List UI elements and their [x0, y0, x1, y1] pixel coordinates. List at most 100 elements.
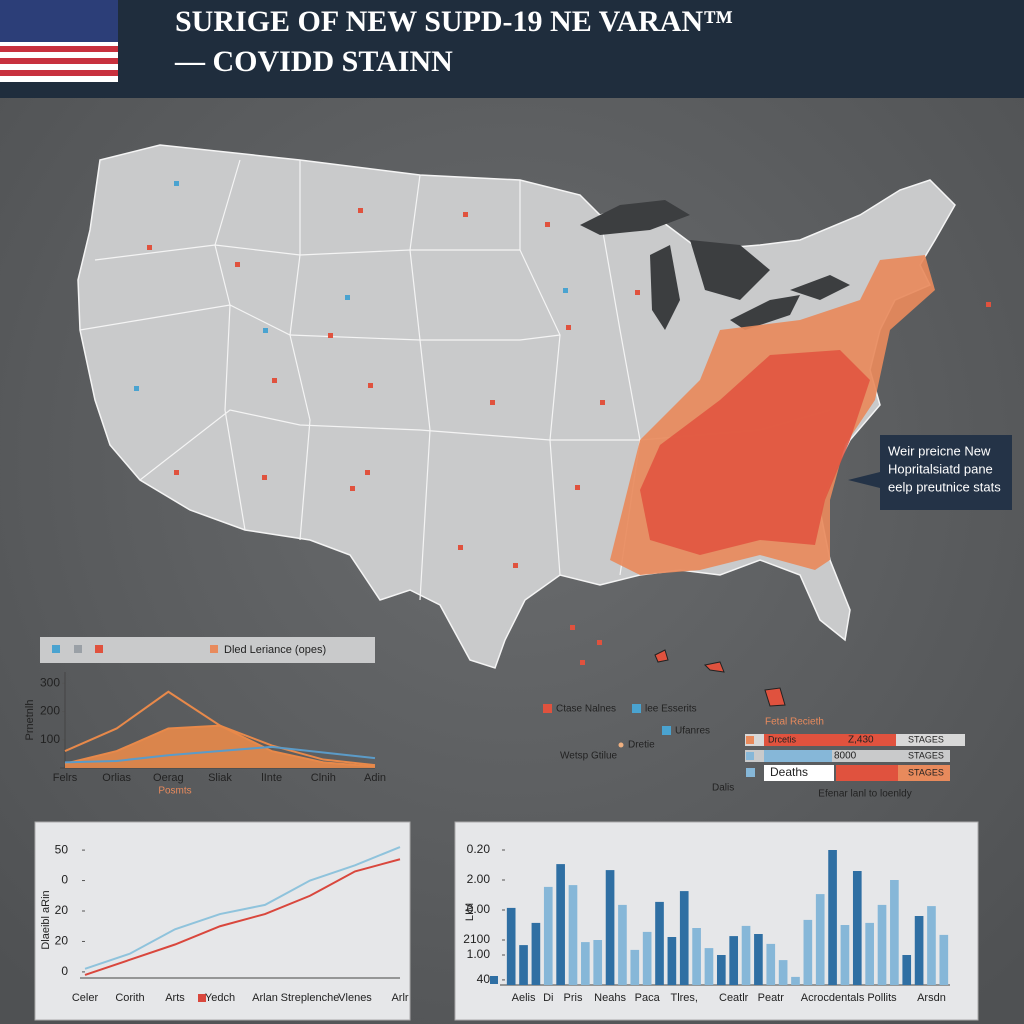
bar — [519, 945, 528, 985]
x-tick-label: Arlan — [252, 992, 278, 1004]
y-tick-label: 0 — [61, 964, 68, 978]
callout-line: Weir preicne New — [888, 443, 991, 458]
legend-label: lee Esserits — [645, 704, 697, 715]
stats-tag: STAGES — [908, 767, 944, 777]
y-tick-label: 2100 — [463, 932, 490, 946]
bar — [618, 904, 627, 985]
legend-label: Dled Leriance (opes) — [224, 644, 326, 656]
bar — [556, 864, 565, 985]
x-tick-label: Tlres, — [670, 992, 698, 1004]
line — [84, 846, 401, 970]
legend-swatch — [490, 976, 498, 984]
y-tick-label: 300 — [40, 675, 60, 689]
bar — [754, 934, 763, 985]
legend-label: Dretie — [628, 740, 655, 751]
x-tick-label: Neahs — [594, 992, 626, 1004]
x-tick-label: Celer — [72, 992, 99, 1004]
map-legend: Ctase Nalnes lee Esserits Ufanres Dretie… — [543, 704, 734, 794]
y-tick-label: 0.20 — [467, 842, 491, 856]
x-tick-label: Adin — [364, 772, 386, 784]
stats-label: Deaths — [770, 765, 808, 779]
bar — [581, 942, 590, 985]
legend-label: Ufanres — [675, 726, 710, 737]
line — [64, 690, 376, 767]
legend-label: Ctase Nalnes — [556, 704, 616, 715]
bar — [939, 934, 949, 985]
bar — [927, 906, 936, 985]
x-tick-label: Oerag — [153, 772, 184, 784]
y-tick-label: 100 — [40, 732, 60, 746]
panel — [454, 821, 979, 1021]
bar — [803, 919, 813, 985]
bar — [766, 943, 776, 985]
bar — [704, 948, 714, 985]
title: SURIGE OF NEW SUPD-19 NE VARAN™ — [175, 5, 733, 38]
x-tick-label: Corith — [115, 992, 144, 1004]
x-tick-label: Sliak — [208, 772, 232, 784]
x-tick-label: Clnih — [311, 772, 336, 784]
x-axis-label: Posmts — [158, 786, 191, 797]
legend-swatch — [198, 994, 206, 1002]
bar — [791, 976, 800, 985]
y-tick-label: 0.00 — [467, 902, 491, 916]
bar — [593, 940, 603, 985]
small-chart-legend: Dled Leriance (opes) — [40, 637, 375, 663]
bar — [914, 916, 924, 985]
line — [64, 745, 376, 764]
x-tick-label: Arts — [165, 992, 185, 1004]
legend-label: Wetsp Gtilue — [560, 751, 617, 762]
bar — [815, 894, 825, 985]
bar — [543, 886, 553, 985]
bar — [506, 907, 516, 985]
stats-title: Fetal Recieth — [765, 717, 824, 728]
bar — [716, 955, 726, 985]
bar — [531, 922, 541, 985]
subtitle: — COVIDD STAINN — [174, 45, 453, 78]
bar — [679, 891, 689, 985]
bar — [828, 850, 837, 985]
y-axis-label: Dlaeibl aRin — [40, 890, 52, 949]
x-tick-label: Peatr — [758, 992, 785, 1004]
callout-line: eelp preutnice stats — [888, 479, 1001, 494]
x-tick-label: Pris — [564, 992, 583, 1004]
bar — [568, 885, 578, 985]
bar — [778, 960, 788, 985]
line — [84, 858, 401, 976]
legend-label: Dalis — [712, 783, 734, 794]
bar — [877, 904, 887, 985]
x-tick-label: Di — [543, 992, 553, 1004]
x-tick-label: Ceatlr — [719, 992, 749, 1004]
stats-value: 8000 — [834, 751, 857, 762]
y-axis-label: Prnetnlh — [24, 700, 36, 741]
x-tick-label: Arsdn — [917, 992, 946, 1004]
y-tick-label: 0 — [61, 873, 68, 887]
bar — [692, 928, 701, 985]
bar — [630, 949, 640, 985]
bar — [655, 901, 664, 985]
y-axis-label: LIM — [464, 903, 476, 921]
bar — [741, 925, 751, 985]
y-tick-label: 50 — [55, 842, 69, 856]
x-tick-label: Vlenes — [338, 992, 372, 1004]
callout: Weir preicne New Hopritalsiatd pane eelp… — [848, 435, 1012, 510]
y-tick-label: 20 — [55, 903, 69, 917]
x-tick-label: Streplenche — [281, 992, 340, 1004]
bar — [852, 871, 862, 985]
bar — [667, 937, 677, 985]
header-bar — [0, 0, 1024, 98]
bar — [605, 870, 615, 985]
bar — [642, 931, 652, 985]
bar — [729, 936, 739, 985]
x-tick-label: Arlr — [391, 992, 408, 1004]
y-tick-label: 200 — [40, 704, 60, 718]
x-tick-label: Pollits — [867, 992, 897, 1004]
bar — [890, 880, 899, 985]
y-tick-label: 2.00 — [467, 872, 491, 886]
bar — [840, 925, 850, 985]
great-lakes — [580, 200, 850, 330]
callout-line: Hopritalsiatd pane — [888, 461, 993, 476]
x-tick-label: Paca — [635, 992, 661, 1004]
stats-tag: STAGES — [908, 734, 944, 744]
x-tick-label: Acrocdentals — [801, 992, 865, 1004]
